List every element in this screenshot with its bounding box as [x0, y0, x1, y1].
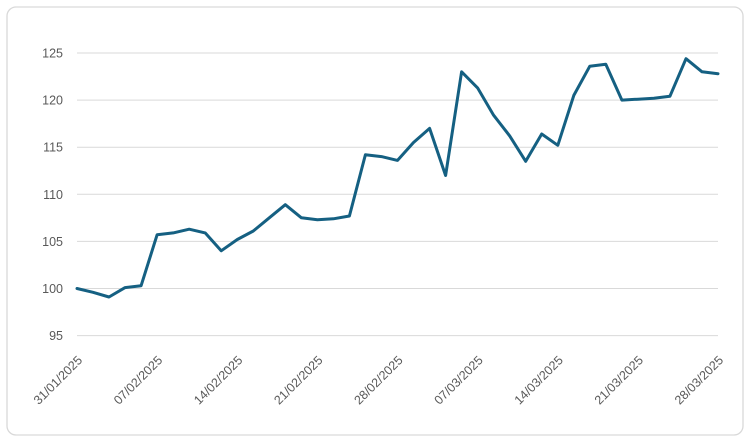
chart-border: [6, 6, 744, 436]
y-axis-tick-label: 125: [42, 47, 63, 61]
y-axis-tick-label: 100: [42, 282, 63, 296]
y-axis-tick-label: 105: [42, 235, 63, 249]
y-axis-tick-label: 110: [43, 188, 63, 202]
y-axis-tick-label: 95: [49, 329, 63, 343]
series-line: [75, 57, 720, 299]
y-axis-tick-label: 115: [43, 141, 63, 155]
y-axis-tick-label: 120: [42, 94, 63, 108]
